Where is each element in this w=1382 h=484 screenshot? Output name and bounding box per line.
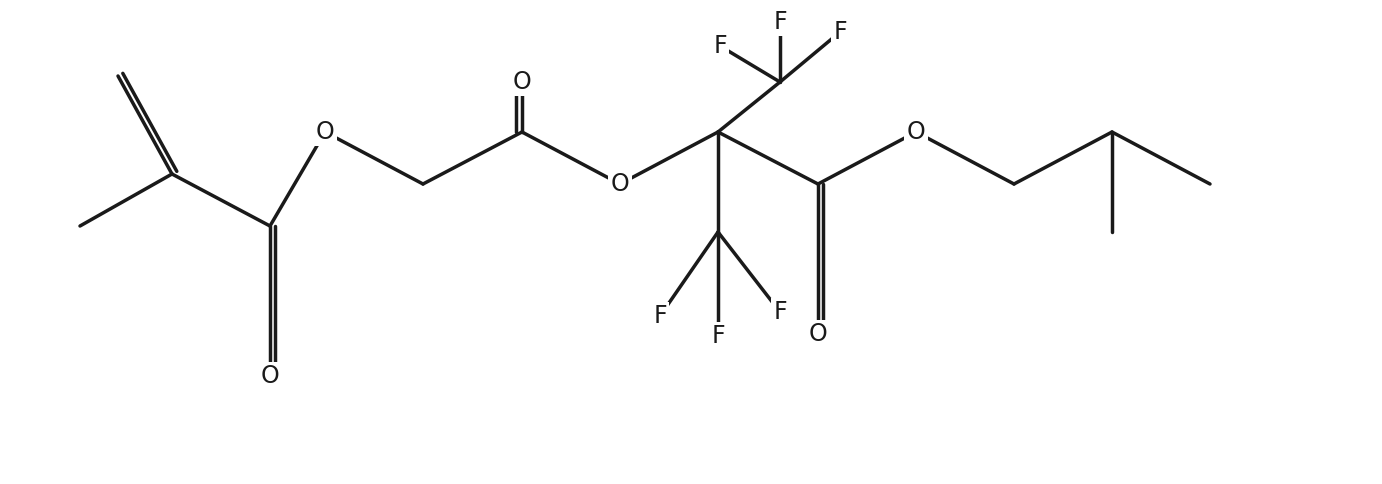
Text: F: F	[773, 10, 786, 34]
Text: F: F	[712, 324, 724, 348]
Text: O: O	[611, 172, 629, 196]
Text: O: O	[907, 120, 926, 144]
Text: O: O	[261, 364, 279, 388]
Text: F: F	[713, 34, 727, 58]
Text: F: F	[773, 300, 786, 324]
Text: O: O	[808, 322, 828, 346]
Text: F: F	[833, 20, 847, 44]
Text: F: F	[654, 304, 666, 328]
Text: O: O	[315, 120, 334, 144]
Text: O: O	[513, 70, 531, 94]
